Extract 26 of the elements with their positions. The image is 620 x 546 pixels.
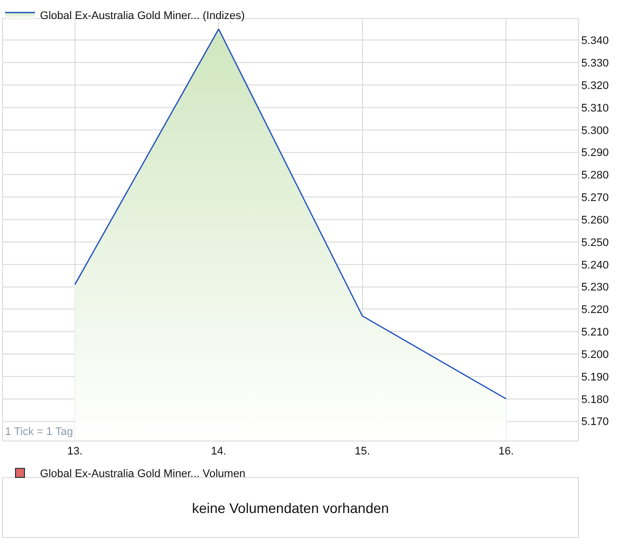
y-tick-label: 5.170: [581, 416, 609, 428]
y-tick-label: 5.340: [581, 35, 609, 48]
x-tick-label: 16.: [498, 446, 514, 458]
y-tick-label: 5.330: [581, 58, 609, 70]
y-tick-label: 5.250: [581, 236, 609, 249]
y-tick-label: 5.320: [581, 80, 609, 92]
y-tick-label: 5.200: [581, 348, 609, 361]
y-tick-label: 5.270: [581, 192, 609, 204]
y-tick-label: 5.290: [581, 147, 609, 160]
text: keine Volumendaten vorhanden: [192, 500, 389, 516]
legend-label: Global Ex-Australia Gold Miner... Volumen: [40, 468, 246, 480]
y-tick-label: 5.310: [581, 102, 609, 114]
annotation: 1 Tick = 1 Tag: [5, 426, 73, 438]
y-tick-label: 5.240: [581, 259, 609, 272]
y-tick-label: 5.260: [581, 214, 609, 226]
y-tick-label: 5.180: [581, 394, 609, 406]
y-tick-label: 5.300: [581, 124, 609, 137]
y-tick-label: 5.190: [581, 371, 609, 384]
y-tick-label: 5.210: [581, 326, 609, 339]
y-tick-label: 5.220: [581, 304, 609, 316]
x-tick-label: 13.: [67, 446, 83, 458]
x-tick-label: 14.: [210, 446, 226, 458]
x-tick-label: 15.: [354, 446, 370, 458]
y-tick-label: 5.230: [581, 282, 609, 294]
legend-label: Global Ex-Australia Gold Miner... (Indizes): [40, 10, 245, 22]
y-tick-label: 5.280: [581, 170, 609, 182]
